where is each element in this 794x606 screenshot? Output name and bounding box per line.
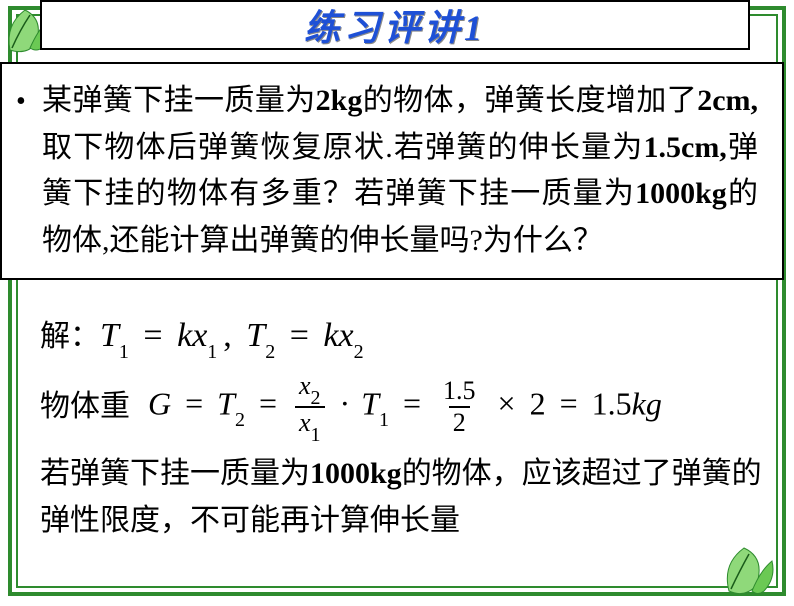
q-p2: 的物体，弹簧长度增加了 — [362, 84, 697, 117]
title-box: 练习评讲1 — [40, 0, 750, 50]
title-text: 练习评讲1 — [304, 0, 486, 51]
weight-label: 物体重 — [40, 384, 130, 429]
q-b2: 2cm, — [697, 84, 758, 117]
question-text: 某弹簧下挂一质量为2kg的物体，弹簧长度增加了2cm, 取下物体后弹簧恢复原状.若… — [42, 78, 758, 264]
c-p1: 若弹簧下挂一质量为 — [40, 457, 310, 490]
fraction-1.5-2: 1.5 2 — [439, 378, 480, 436]
solution-line-2: 物体重 G = T2 = x2 x1 · T1 = 1.5 2 × 2 = 1.… — [40, 373, 764, 441]
q-b3: 1.5cm, — [644, 131, 727, 164]
bullet-icon: • — [16, 86, 26, 118]
q-p3: 取下物体后弹簧恢复原状.若弹簧的伸长量为 — [42, 131, 644, 164]
q-p1: 某弹簧下挂一质量为 — [42, 84, 316, 117]
c-b1: 1000kg — [310, 457, 402, 490]
solve-label: 解： — [40, 314, 100, 359]
q-b1: 2kg — [316, 84, 363, 117]
equation-2: G = T2 = x2 x1 · T1 = 1.5 2 × 2 = 1.5kg — [148, 373, 662, 441]
fraction-x2-x1: x2 x1 — [295, 373, 325, 441]
conclusion-text: 若弹簧下挂一质量为1000kg的物体，应该超过了弹簧的弹性限度，不可能再计算伸长… — [40, 451, 764, 544]
question-box: • 某弹簧下挂一质量为2kg的物体，弹簧长度增加了2cm, 取下物体后弹簧恢复原状… — [0, 62, 784, 280]
q-b4: 1000kg — [635, 177, 727, 210]
solution-area: 解： T1 = kx1, T2 = kx2 物体重 G = T2 = x2 x1… — [40, 310, 764, 544]
solution-line-1: 解： T1 = kx1, T2 = kx2 — [40, 310, 764, 363]
equation-1: T1 = kx1, T2 = kx2 — [100, 310, 364, 363]
